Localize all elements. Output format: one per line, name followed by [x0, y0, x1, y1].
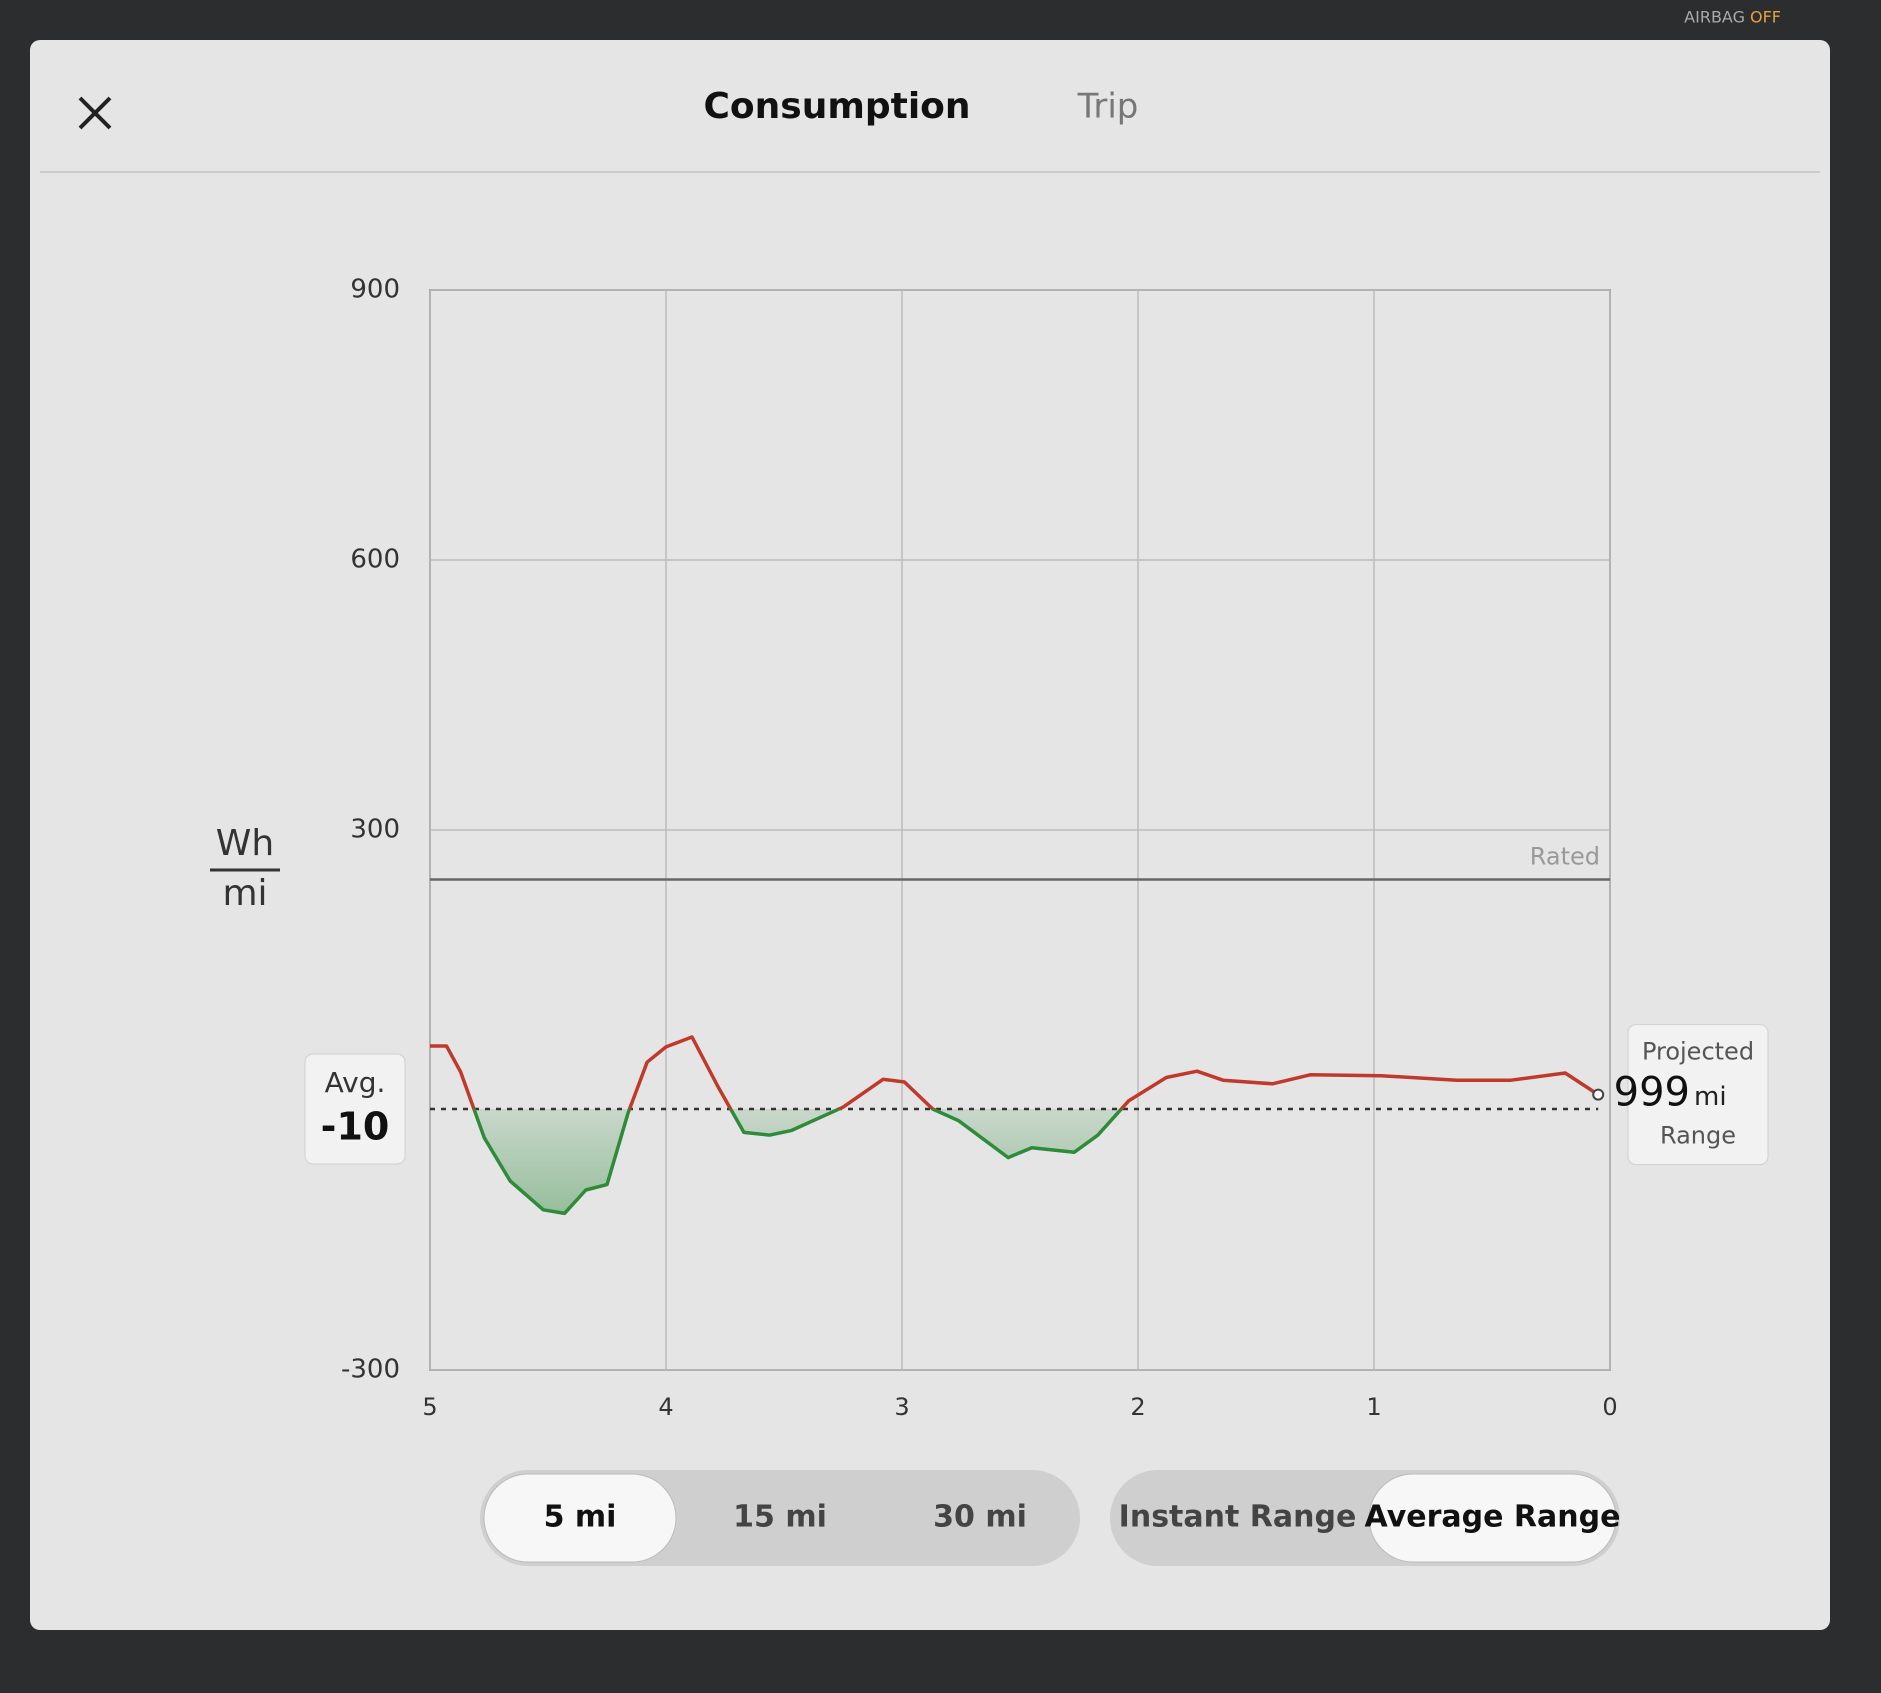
airbag-state: OFF	[1750, 8, 1781, 27]
button-label[interactable]: 15 mi	[733, 1500, 827, 1535]
button-label[interactable]: 5 mi	[544, 1500, 617, 1535]
average-box	[304, 1053, 406, 1165]
y-tick-label: 900	[350, 275, 400, 305]
consumption-line	[430, 1035, 1600, 1216]
close-button[interactable]	[78, 96, 112, 130]
y-tick-label: 300	[350, 815, 400, 845]
average-value: -10	[321, 1105, 390, 1149]
projected-box	[1627, 1024, 1769, 1166]
button-label[interactable]: 30 mi	[933, 1500, 1027, 1535]
button-label[interactable]: Instant Range	[1119, 1500, 1357, 1535]
tab-trip[interactable]: Trip	[1077, 87, 1139, 127]
current-point	[1592, 1088, 1605, 1101]
y-unit-denominator: mi	[222, 873, 267, 914]
panel	[30, 40, 1830, 1630]
active-button[interactable]	[483, 1473, 677, 1563]
x-tick-label: 2	[1130, 1393, 1145, 1421]
projected-unit: mi	[1694, 1082, 1727, 1112]
x-tick-label: 4	[658, 1393, 673, 1421]
x-tick-label: 5	[422, 1393, 437, 1421]
x-tick-label: 0	[1602, 1393, 1617, 1421]
chart: -300 300 600 900 5 4 3 2 1 0 Rated Avg. -10 Projected…	[304, 275, 1769, 1421]
x-tick-label: 1	[1366, 1393, 1381, 1421]
x-tick-label: 3	[894, 1393, 909, 1421]
controls: 5 mi 15 mi 30 mi Instant Range Average Range	[480, 1470, 1620, 1566]
airbag-label: AIRBAG	[1684, 8, 1745, 27]
button-label[interactable]: Average Range	[1365, 1500, 1621, 1535]
rated-label: Rated	[1530, 843, 1600, 871]
average-label: Avg.	[325, 1066, 386, 1099]
y-unit-numerator: Wh	[216, 823, 274, 864]
tab-consumption[interactable]: Consumption	[703, 86, 970, 127]
projected-value: 999	[1614, 1070, 1690, 1116]
projected-label: Projected	[1642, 1038, 1754, 1066]
y-tick-label: -300	[341, 1355, 400, 1385]
below-average-area	[430, 1109, 1599, 1214]
projected-range-label: Range	[1660, 1122, 1736, 1150]
active-button[interactable]	[1368, 1473, 1617, 1563]
y-tick-label: 600	[350, 545, 400, 575]
